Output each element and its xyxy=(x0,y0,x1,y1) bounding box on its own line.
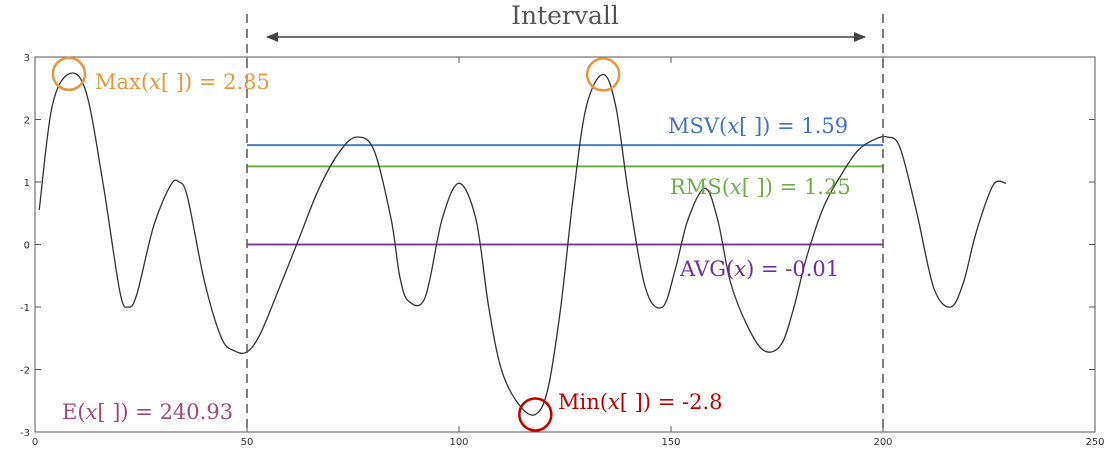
energy-annotation: E(x[ ]) = 240.93 xyxy=(62,400,233,424)
signal-line xyxy=(38,72,1007,416)
min-annotation: Min(x[ ]) = -2.8 xyxy=(558,390,722,414)
x-tick-label: 50 xyxy=(241,437,254,448)
interval-label: Intervall xyxy=(511,1,619,30)
y-tick-label: 0 xyxy=(24,241,30,252)
max-marker xyxy=(51,56,87,92)
avg-annotation: AVG(x) = -0.01 xyxy=(679,257,839,281)
msv-annotation: MSV(x[ ]) = 1.59 xyxy=(668,114,848,138)
x-tick-label: 200 xyxy=(873,437,892,448)
max-annotation: Max(x[ ]) = 2.85 xyxy=(95,70,270,94)
interval-boundaries xyxy=(246,14,884,432)
extremum-markers xyxy=(51,56,621,432)
x-tick-label: 250 xyxy=(1085,437,1104,448)
x-tick-label: 0 xyxy=(32,437,38,448)
x-tick-label: 100 xyxy=(449,437,468,448)
statistic-lines xyxy=(247,144,883,246)
x-tick-label: 150 xyxy=(661,437,680,448)
y-tick-label: -3 xyxy=(20,428,30,439)
rms-annotation: RMS(x[ ]) = 1.25 xyxy=(670,175,851,199)
y-tick-label: -1 xyxy=(20,303,30,314)
y-tick-label: 3 xyxy=(24,53,30,64)
max-marker xyxy=(585,57,621,92)
y-tick-label: 2 xyxy=(24,116,30,127)
min-marker xyxy=(518,397,553,432)
y-tick-label: -2 xyxy=(20,366,30,377)
y-tick-label: 1 xyxy=(24,178,30,189)
y-axis-ticks: 3 2 1 0 -1 -2 -3 xyxy=(20,53,1095,439)
